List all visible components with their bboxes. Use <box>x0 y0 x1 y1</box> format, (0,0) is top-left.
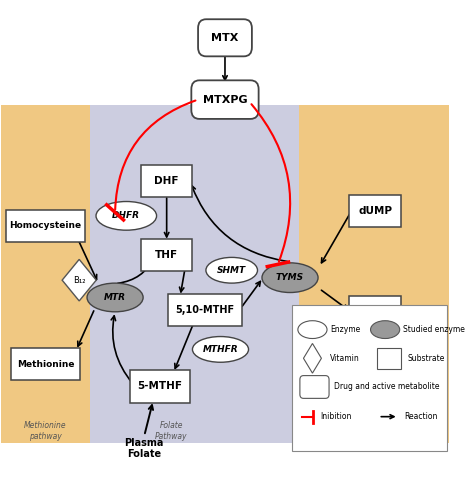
Ellipse shape <box>371 321 400 338</box>
Text: DHF: DHF <box>155 176 179 186</box>
Text: De novo
Pyrimidine
synthesis: De novo Pyrimidine synthesis <box>330 337 371 367</box>
Text: Inibition: Inibition <box>320 412 351 421</box>
FancyArrowPatch shape <box>251 104 290 262</box>
Text: THF: THF <box>155 250 178 260</box>
Text: Folate
Pathway: Folate Pathway <box>155 421 187 441</box>
Text: dTMP: dTMP <box>359 308 392 317</box>
Text: Enzyme: Enzyme <box>330 325 361 334</box>
Ellipse shape <box>298 321 327 338</box>
Text: MTHFR: MTHFR <box>203 345 238 354</box>
Text: MTR: MTR <box>104 293 126 302</box>
Text: Reaction: Reaction <box>404 412 438 421</box>
Polygon shape <box>62 259 96 301</box>
Text: Substrate: Substrate <box>408 354 445 363</box>
Text: Drug and active metabolite: Drug and active metabolite <box>334 382 439 391</box>
FancyBboxPatch shape <box>349 195 401 227</box>
FancyBboxPatch shape <box>300 375 329 398</box>
Ellipse shape <box>192 336 248 362</box>
FancyBboxPatch shape <box>168 294 242 326</box>
FancyBboxPatch shape <box>299 105 449 443</box>
FancyBboxPatch shape <box>0 105 91 443</box>
Text: Methionine: Methionine <box>17 360 74 369</box>
Text: MTX: MTX <box>211 33 239 43</box>
Text: Homocysteine: Homocysteine <box>9 221 82 230</box>
Ellipse shape <box>96 201 156 230</box>
FancyBboxPatch shape <box>6 210 85 242</box>
Text: 5,10-MTHF: 5,10-MTHF <box>175 305 234 315</box>
FancyBboxPatch shape <box>130 371 190 403</box>
FancyBboxPatch shape <box>191 80 259 119</box>
Text: Methionine
pathway: Methionine pathway <box>24 421 67 441</box>
Polygon shape <box>303 343 321 373</box>
Text: MTXPG: MTXPG <box>203 95 247 105</box>
FancyBboxPatch shape <box>292 305 447 451</box>
FancyBboxPatch shape <box>198 19 252 57</box>
FancyBboxPatch shape <box>349 296 401 328</box>
Text: TYMS: TYMS <box>276 273 304 282</box>
Text: Vitamin: Vitamin <box>330 354 360 363</box>
Text: dUMP: dUMP <box>358 206 392 216</box>
FancyBboxPatch shape <box>88 105 299 443</box>
Ellipse shape <box>262 263 318 293</box>
FancyBboxPatch shape <box>377 348 401 369</box>
FancyBboxPatch shape <box>11 348 80 380</box>
Text: B₁₂: B₁₂ <box>73 276 85 285</box>
Text: Plasma
Folate: Plasma Folate <box>125 437 164 459</box>
Text: SHMT: SHMT <box>217 266 246 275</box>
Ellipse shape <box>206 257 257 283</box>
Text: DHFR: DHFR <box>112 211 140 220</box>
Text: 5-MTHF: 5-MTHF <box>137 381 182 391</box>
Text: Studied enzyme: Studied enzyme <box>403 325 465 334</box>
FancyBboxPatch shape <box>141 165 192 197</box>
FancyBboxPatch shape <box>141 240 192 271</box>
FancyArrowPatch shape <box>115 101 195 210</box>
Ellipse shape <box>87 283 143 312</box>
